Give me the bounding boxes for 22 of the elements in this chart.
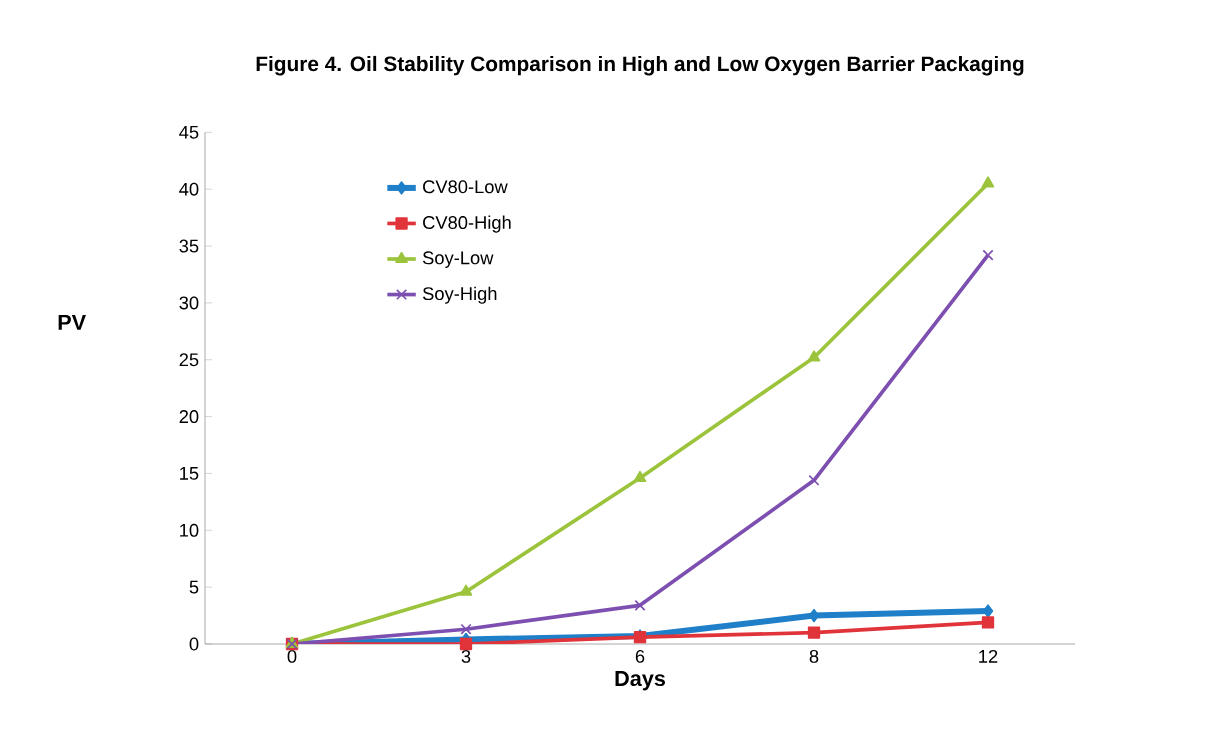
x-tick-label: 8 <box>809 649 819 663</box>
y-tick-label: 45 <box>179 125 199 139</box>
y-tick-label: 5 <box>189 580 199 594</box>
legend-label: CV80-Low <box>423 180 508 194</box>
y-tick-label: 40 <box>179 182 199 196</box>
y-tick-label: 25 <box>179 353 199 367</box>
x-tick-label: 0 <box>287 649 297 663</box>
y-tick-label: 35 <box>179 239 199 253</box>
x-axis-title: Days <box>615 670 665 691</box>
x-tick-label: 12 <box>979 649 998 663</box>
y-tick-label: 10 <box>180 523 199 537</box>
x-tick-label: 6 <box>635 649 645 663</box>
y-tick-label: 15 <box>180 467 199 480</box>
y-tick-label: 30 <box>179 296 199 310</box>
x-tick-label: 3 <box>461 649 471 663</box>
y-tick-label: 20 <box>179 410 199 424</box>
y-axis-title: PV <box>58 314 86 330</box>
y-tick-label: 0 <box>189 637 199 651</box>
legend-label: CV80-High <box>423 215 511 233</box>
chart-title: Figure 4. Oil Stability Comparison in High and Low Oxygen Barrier Packaging <box>256 55 1024 76</box>
legend-label: Soy-High <box>422 286 497 304</box>
legend-label: Soy-Low <box>422 251 494 268</box>
